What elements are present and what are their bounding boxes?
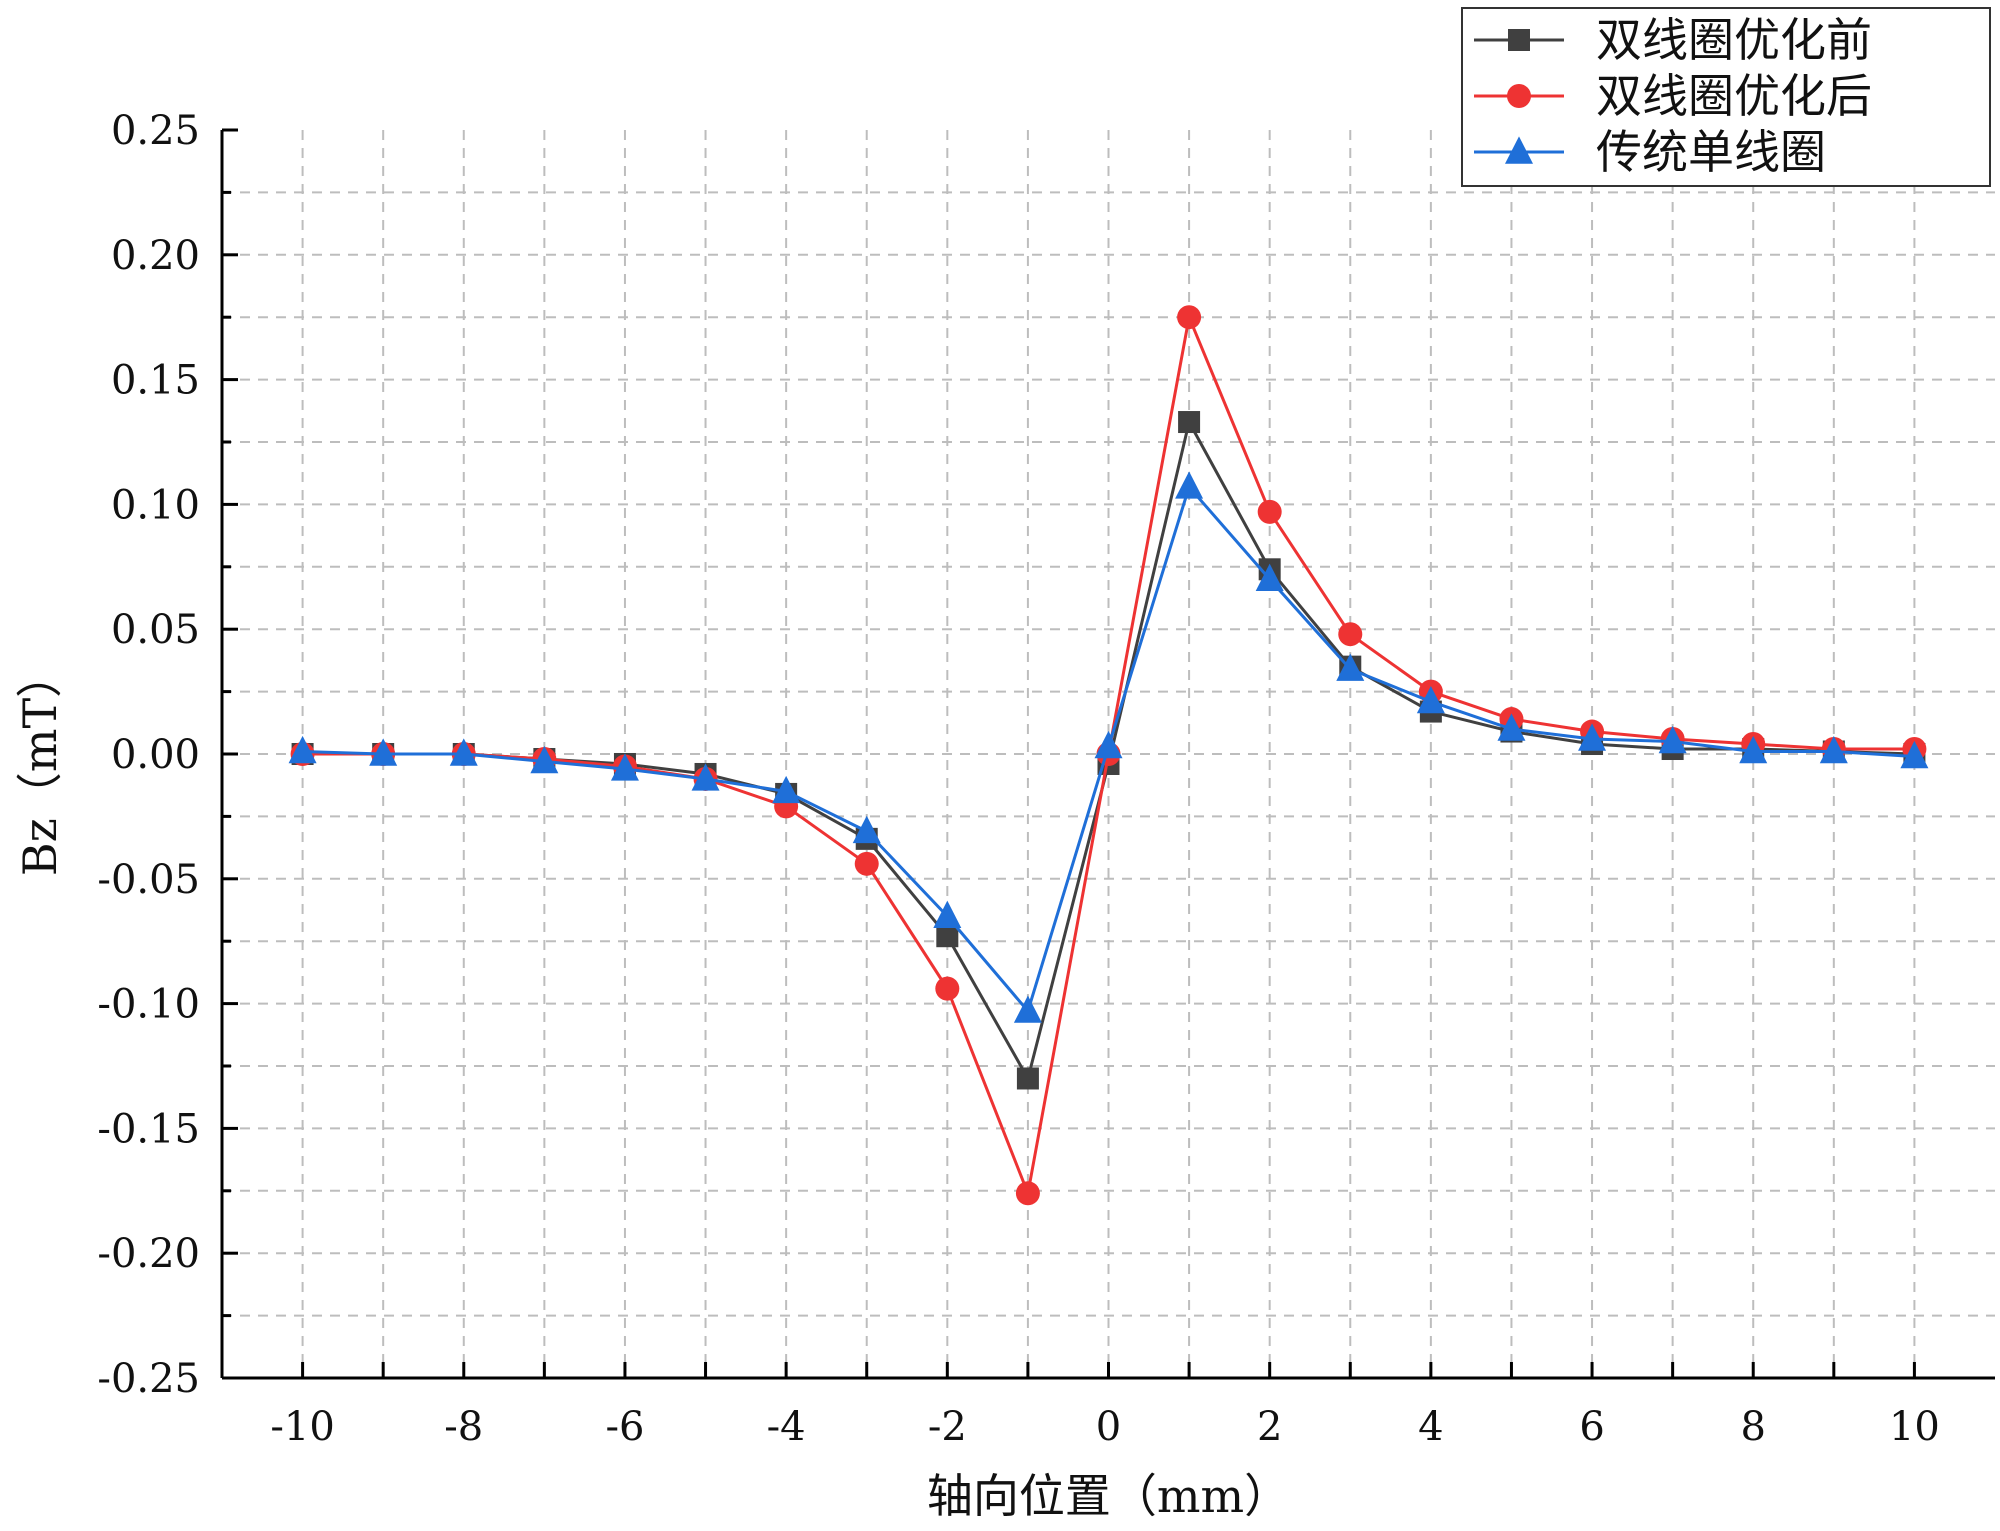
x-tick-label: -2 — [928, 1404, 967, 1450]
data-point-square — [936, 925, 959, 948]
x-tick-label: 4 — [1418, 1404, 1443, 1450]
legend-label: 传统单线圈 — [1596, 125, 1826, 179]
data-point-triangle — [288, 735, 317, 764]
legend-entry: 双线圈优化后 — [1474, 69, 1872, 123]
series-triangle — [288, 471, 1929, 1023]
x-tick-label: -8 — [444, 1404, 483, 1450]
data-point-square — [1016, 1067, 1039, 1090]
data-point-triangle — [852, 815, 881, 844]
y-tick-label: -0.15 — [97, 1106, 200, 1152]
legend-marker-square — [1508, 29, 1530, 51]
legend-label: 双线圈优化后 — [1596, 69, 1872, 123]
y-tick-label: 0.10 — [111, 482, 200, 528]
y-tick-label: 0.05 — [111, 607, 200, 653]
data-point-triangle — [1336, 653, 1365, 681]
data-point-triangle — [530, 745, 559, 774]
y-tick-label: 0.20 — [111, 233, 200, 279]
data-point-circle — [1015, 1181, 1040, 1206]
data-point-triangle — [1175, 471, 1204, 499]
x-tick-label: 6 — [1579, 1404, 1604, 1450]
y-axis-label: Bz（mT） — [13, 652, 67, 876]
data-point-triangle — [1739, 735, 1768, 764]
y-tick-label: -0.20 — [97, 1231, 200, 1277]
data-point-triangle — [1255, 563, 1284, 591]
data-point-triangle — [449, 738, 478, 766]
y-tick-label: -0.05 — [97, 857, 200, 903]
data-point-triangle — [1900, 740, 1929, 769]
data-point-triangle — [369, 738, 398, 766]
x-tick-label: 10 — [1889, 1404, 1940, 1450]
data-point-circle — [854, 851, 879, 876]
legend-marker-triangle — [1505, 136, 1533, 164]
legend-marker-circle — [1507, 84, 1531, 108]
data-point-circle — [1257, 499, 1282, 524]
legend-entry: 传统单线圈 — [1474, 125, 1826, 179]
data-point-triangle — [610, 753, 639, 781]
data-point-triangle — [933, 900, 962, 928]
data-point-triangle — [772, 775, 801, 804]
axes: 0.25 0.20 0.15 0.10 0.05 0.00 -0.05 -0.10 -0.15 -… — [97, 108, 1995, 1450]
y-tick-label: 0.00 — [111, 732, 200, 778]
grid-lines — [222, 130, 1995, 1378]
data-point-triangle — [1416, 685, 1445, 714]
data-point-square — [1178, 411, 1201, 434]
data-point-triangle — [1819, 735, 1848, 764]
x-tick-label: -10 — [270, 1404, 334, 1450]
x-tick-label: -6 — [605, 1404, 644, 1450]
data-series — [288, 305, 1929, 1206]
legend-label: 双线圈优化前 — [1596, 13, 1872, 67]
data-point-circle — [1338, 622, 1363, 647]
legend-entry: 双线圈优化前 — [1474, 13, 1872, 67]
data-point-triangle — [691, 763, 720, 791]
data-point-triangle — [1013, 995, 1042, 1023]
data-point-triangle — [1658, 725, 1687, 754]
x-tick-label: -4 — [767, 1404, 806, 1450]
x-tick-label: 8 — [1741, 1404, 1766, 1450]
y-tick-label: 0.25 — [111, 108, 200, 154]
y-tick-label: -0.25 — [97, 1356, 200, 1402]
y-tick-label: 0.15 — [111, 358, 200, 404]
y-tick-label: -0.10 — [97, 982, 200, 1028]
x-tick-label: 0 — [1096, 1404, 1121, 1450]
data-point-circle — [1177, 305, 1202, 330]
x-tick-label: 2 — [1257, 1404, 1282, 1450]
x-axis-label: 轴向位置（mm） — [927, 1469, 1290, 1523]
data-point-triangle — [1094, 730, 1123, 759]
data-point-circle — [935, 976, 960, 1001]
data-point-triangle — [1497, 713, 1526, 741]
data-point-triangle — [1578, 723, 1607, 751]
